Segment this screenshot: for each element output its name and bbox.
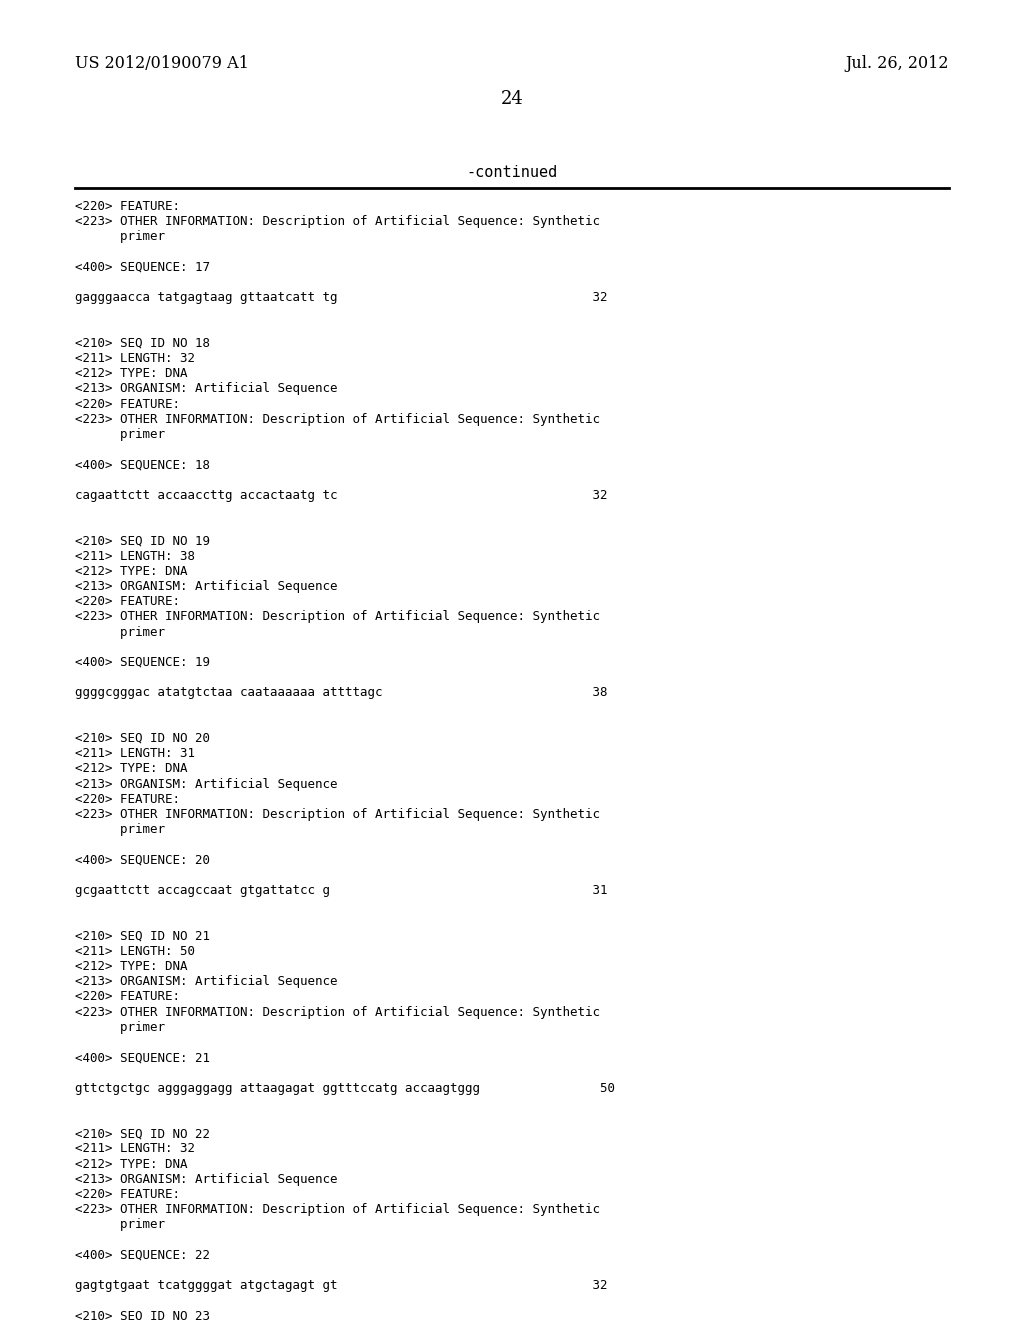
Text: primer: primer <box>75 1218 165 1232</box>
Text: <220> FEATURE:: <220> FEATURE: <box>75 793 180 805</box>
Text: <223> OTHER INFORMATION: Description of Artificial Sequence: Synthetic: <223> OTHER INFORMATION: Description of … <box>75 215 600 228</box>
Text: <210> SEQ ID NO 19: <210> SEQ ID NO 19 <box>75 535 210 548</box>
Text: gcgaattctt accagccaat gtgattatcc g                                   31: gcgaattctt accagccaat gtgattatcc g 31 <box>75 884 607 898</box>
Text: <211> LENGTH: 32: <211> LENGTH: 32 <box>75 1142 195 1155</box>
Text: <211> LENGTH: 31: <211> LENGTH: 31 <box>75 747 195 760</box>
Text: <212> TYPE: DNA: <212> TYPE: DNA <box>75 763 187 775</box>
Text: <210> SEQ ID NO 22: <210> SEQ ID NO 22 <box>75 1127 210 1140</box>
Text: <213> ORGANISM: Artificial Sequence: <213> ORGANISM: Artificial Sequence <box>75 383 338 396</box>
Text: -continued: -continued <box>466 165 558 180</box>
Text: <212> TYPE: DNA: <212> TYPE: DNA <box>75 367 187 380</box>
Text: gagggaacca tatgagtaag gttaatcatt tg                                  32: gagggaacca tatgagtaag gttaatcatt tg 32 <box>75 292 607 304</box>
Text: <213> ORGANISM: Artificial Sequence: <213> ORGANISM: Artificial Sequence <box>75 777 338 791</box>
Text: cagaattctt accaaccttg accactaatg tc                                  32: cagaattctt accaaccttg accactaatg tc 32 <box>75 488 607 502</box>
Text: <212> TYPE: DNA: <212> TYPE: DNA <box>75 565 187 578</box>
Text: ggggcgggac atatgtctaa caataaaaaa attttagc                            38: ggggcgggac atatgtctaa caataaaaaa attttag… <box>75 686 607 700</box>
Text: gagtgtgaat tcatggggat atgctagagt gt                                  32: gagtgtgaat tcatggggat atgctagagt gt 32 <box>75 1279 607 1292</box>
Text: <212> TYPE: DNA: <212> TYPE: DNA <box>75 960 187 973</box>
Text: primer: primer <box>75 626 165 639</box>
Text: <400> SEQUENCE: 22: <400> SEQUENCE: 22 <box>75 1249 210 1262</box>
Text: <220> FEATURE:: <220> FEATURE: <box>75 990 180 1003</box>
Text: primer: primer <box>75 1020 165 1034</box>
Text: <223> OTHER INFORMATION: Description of Artificial Sequence: Synthetic: <223> OTHER INFORMATION: Description of … <box>75 610 600 623</box>
Text: <212> TYPE: DNA: <212> TYPE: DNA <box>75 1158 187 1171</box>
Text: <220> FEATURE:: <220> FEATURE: <box>75 595 180 609</box>
Text: <220> FEATURE:: <220> FEATURE: <box>75 397 180 411</box>
Text: <400> SEQUENCE: 18: <400> SEQUENCE: 18 <box>75 458 210 471</box>
Text: gttctgctgc agggaggagg attaagagat ggtttccatg accaagtggg                50: gttctgctgc agggaggagg attaagagat ggtttcc… <box>75 1081 615 1094</box>
Text: <213> ORGANISM: Artificial Sequence: <213> ORGANISM: Artificial Sequence <box>75 1172 338 1185</box>
Text: <400> SEQUENCE: 19: <400> SEQUENCE: 19 <box>75 656 210 669</box>
Text: <211> LENGTH: 50: <211> LENGTH: 50 <box>75 945 195 958</box>
Text: <220> FEATURE:: <220> FEATURE: <box>75 1188 180 1201</box>
Text: primer: primer <box>75 231 165 243</box>
Text: <400> SEQUENCE: 21: <400> SEQUENCE: 21 <box>75 1051 210 1064</box>
Text: Jul. 26, 2012: Jul. 26, 2012 <box>846 55 949 73</box>
Text: US 2012/0190079 A1: US 2012/0190079 A1 <box>75 55 249 73</box>
Text: <223> OTHER INFORMATION: Description of Artificial Sequence: Synthetic: <223> OTHER INFORMATION: Description of … <box>75 808 600 821</box>
Text: <210> SEQ ID NO 20: <210> SEQ ID NO 20 <box>75 733 210 744</box>
Text: primer: primer <box>75 428 165 441</box>
Text: <213> ORGANISM: Artificial Sequence: <213> ORGANISM: Artificial Sequence <box>75 975 338 989</box>
Text: <213> ORGANISM: Artificial Sequence: <213> ORGANISM: Artificial Sequence <box>75 579 338 593</box>
Text: <223> OTHER INFORMATION: Description of Artificial Sequence: Synthetic: <223> OTHER INFORMATION: Description of … <box>75 413 600 426</box>
Text: primer: primer <box>75 824 165 836</box>
Text: <223> OTHER INFORMATION: Description of Artificial Sequence: Synthetic: <223> OTHER INFORMATION: Description of … <box>75 1006 600 1019</box>
Text: <210> SEQ ID NO 23: <210> SEQ ID NO 23 <box>75 1309 210 1320</box>
Text: <211> LENGTH: 38: <211> LENGTH: 38 <box>75 549 195 562</box>
Text: <211> LENGTH: 32: <211> LENGTH: 32 <box>75 352 195 366</box>
Text: <223> OTHER INFORMATION: Description of Artificial Sequence: Synthetic: <223> OTHER INFORMATION: Description of … <box>75 1204 600 1216</box>
Text: <220> FEATURE:: <220> FEATURE: <box>75 201 180 213</box>
Text: 24: 24 <box>501 90 523 108</box>
Text: <400> SEQUENCE: 17: <400> SEQUENCE: 17 <box>75 261 210 273</box>
Text: <210> SEQ ID NO 18: <210> SEQ ID NO 18 <box>75 337 210 350</box>
Text: <400> SEQUENCE: 20: <400> SEQUENCE: 20 <box>75 854 210 867</box>
Text: <210> SEQ ID NO 21: <210> SEQ ID NO 21 <box>75 929 210 942</box>
